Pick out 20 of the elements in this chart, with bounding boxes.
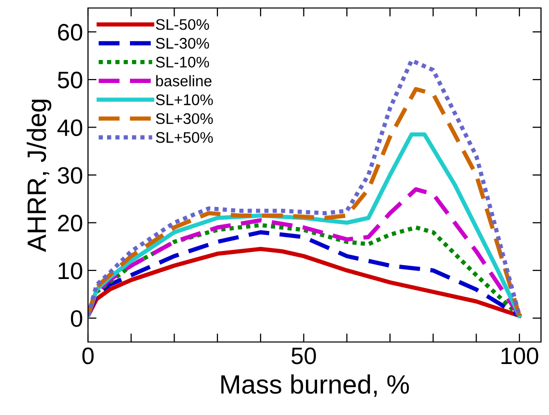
line-series — [88, 246, 522, 318]
y-tick-label: 60 — [58, 24, 82, 41]
legend-label: SL-10% — [156, 56, 210, 68]
y-tick-label: 40 — [57, 119, 82, 136]
legend-label: SL-50% — [156, 19, 210, 30]
y-tick-label: 50 — [58, 72, 82, 88]
y-tick-label: 0 — [70, 310, 82, 327]
x-tick-label: 100 — [502, 347, 538, 364]
y-tick-label: 30 — [58, 167, 82, 184]
y-tick-label: 20 — [58, 214, 82, 232]
legend-label: SL-30% — [156, 38, 210, 49]
x-tick-label: 0 — [82, 347, 94, 364]
y-tick-label: 10 — [58, 262, 82, 280]
legend-label: baseline — [156, 75, 212, 86]
legend-label: SL+50% — [156, 132, 213, 143]
legend-label: SL+10% — [156, 94, 213, 106]
y-axis-title: AHRR, J/deg — [26, 100, 52, 252]
legend-label: SL+30% — [156, 113, 213, 124]
x-tick-label: 50 — [292, 347, 316, 364]
x-axis-title: Mass burned, % — [221, 374, 409, 397]
